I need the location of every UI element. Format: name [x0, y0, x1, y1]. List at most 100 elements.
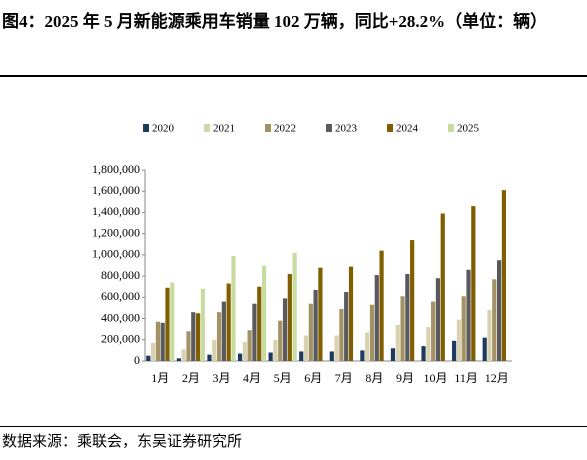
bar	[426, 327, 431, 361]
bar	[348, 266, 354, 361]
bar	[379, 250, 384, 361]
legend-swatch	[326, 124, 332, 132]
x-tick-label: 1月	[151, 371, 169, 385]
bar	[200, 288, 205, 361]
bar	[339, 309, 344, 361]
bar	[261, 265, 267, 361]
x-tick-label: 8月	[365, 371, 383, 385]
x-tick-label: 10月	[424, 371, 448, 385]
bar	[390, 348, 396, 361]
bar	[456, 319, 462, 361]
y-tick-label: 600,000	[101, 289, 140, 303]
x-tick-label: 3月	[212, 371, 230, 385]
bar	[207, 354, 212, 361]
bar	[431, 301, 436, 361]
bar	[231, 255, 236, 361]
bar	[273, 339, 278, 361]
x-tick-label: 4月	[243, 371, 261, 385]
source-rule	[0, 426, 587, 427]
bar	[242, 341, 247, 361]
bar	[360, 350, 365, 361]
x-tick-label: 7月	[335, 371, 353, 385]
bar	[395, 324, 400, 361]
x-tick-label: 6月	[304, 371, 322, 385]
bar	[497, 260, 502, 361]
bar	[334, 335, 339, 361]
bar	[176, 358, 181, 361]
y-tick-label: 1,800,000	[92, 162, 140, 176]
y-tick-label: 1,000,000	[92, 247, 140, 261]
bar	[165, 287, 170, 361]
bar	[160, 322, 165, 361]
legend-label: 2024	[396, 123, 419, 135]
bar	[374, 275, 379, 361]
x-tick-label: 2月	[182, 371, 200, 385]
bar	[405, 273, 410, 361]
x-tick-label: 11月	[454, 371, 478, 385]
legend-swatch	[204, 124, 210, 132]
source: 数据来源：乘联会，东吴证券研究所	[2, 434, 243, 450]
legend-label: 2021	[213, 123, 235, 135]
bar	[501, 190, 507, 361]
chart-title: 图4：2025 年 5 月新能源乘用车销量 102 万辆，同比+28.2%（单位…	[2, 12, 548, 31]
bar	[268, 352, 273, 361]
bar	[471, 206, 476, 361]
bar	[421, 346, 426, 361]
bar	[237, 353, 243, 361]
bar	[247, 330, 252, 361]
bar	[492, 279, 497, 361]
bar	[410, 240, 415, 361]
legend-label: 2022	[274, 123, 296, 135]
bar	[212, 339, 217, 361]
bar	[150, 342, 156, 361]
bar	[313, 289, 318, 361]
bar	[191, 312, 196, 361]
y-tick-label: 1,600,000	[92, 183, 140, 197]
bar	[466, 269, 471, 361]
legend-swatch	[448, 124, 454, 132]
bar	[435, 278, 441, 361]
bar	[278, 320, 283, 361]
bar	[287, 273, 292, 361]
legend-label: 2023	[335, 123, 358, 135]
bar	[344, 292, 349, 361]
bar	[369, 304, 375, 361]
bar	[282, 298, 288, 361]
bar	[440, 213, 445, 361]
bar	[452, 340, 457, 361]
legend-swatch	[387, 124, 393, 132]
bar	[487, 310, 492, 361]
bar	[482, 337, 487, 361]
y-tick-label: 800,000	[101, 268, 140, 282]
bar	[400, 296, 405, 361]
legend-swatch	[143, 124, 149, 132]
bar	[155, 321, 160, 361]
chart: 0 200,000 400,000 600,000 800,000 1,000,000 1,…	[92, 123, 512, 385]
y-tick-label: 1,400,000	[92, 204, 140, 218]
bar	[318, 267, 323, 361]
legend-swatch	[265, 124, 271, 132]
bar	[226, 283, 231, 361]
bar	[299, 351, 304, 361]
bar	[186, 331, 191, 361]
bar	[303, 335, 309, 361]
bar	[461, 296, 466, 361]
bar	[146, 355, 151, 361]
x-tick-label: 5月	[274, 371, 292, 385]
bar	[216, 312, 222, 361]
bar	[292, 252, 297, 361]
bar	[181, 349, 186, 361]
x-tick-label: 9月	[396, 371, 414, 385]
y-tick-label: 0	[134, 353, 140, 367]
x-tick-label: 12月	[485, 371, 509, 385]
bar	[329, 351, 334, 361]
legend-label: 2025	[457, 123, 480, 135]
bar	[195, 313, 201, 361]
bar	[170, 282, 175, 361]
legend-label: 2020	[152, 123, 175, 135]
title-rule	[0, 75, 587, 77]
bar	[365, 332, 370, 361]
bar	[257, 286, 262, 361]
bar	[308, 303, 313, 361]
y-tick-label: 1,200,000	[92, 225, 140, 239]
